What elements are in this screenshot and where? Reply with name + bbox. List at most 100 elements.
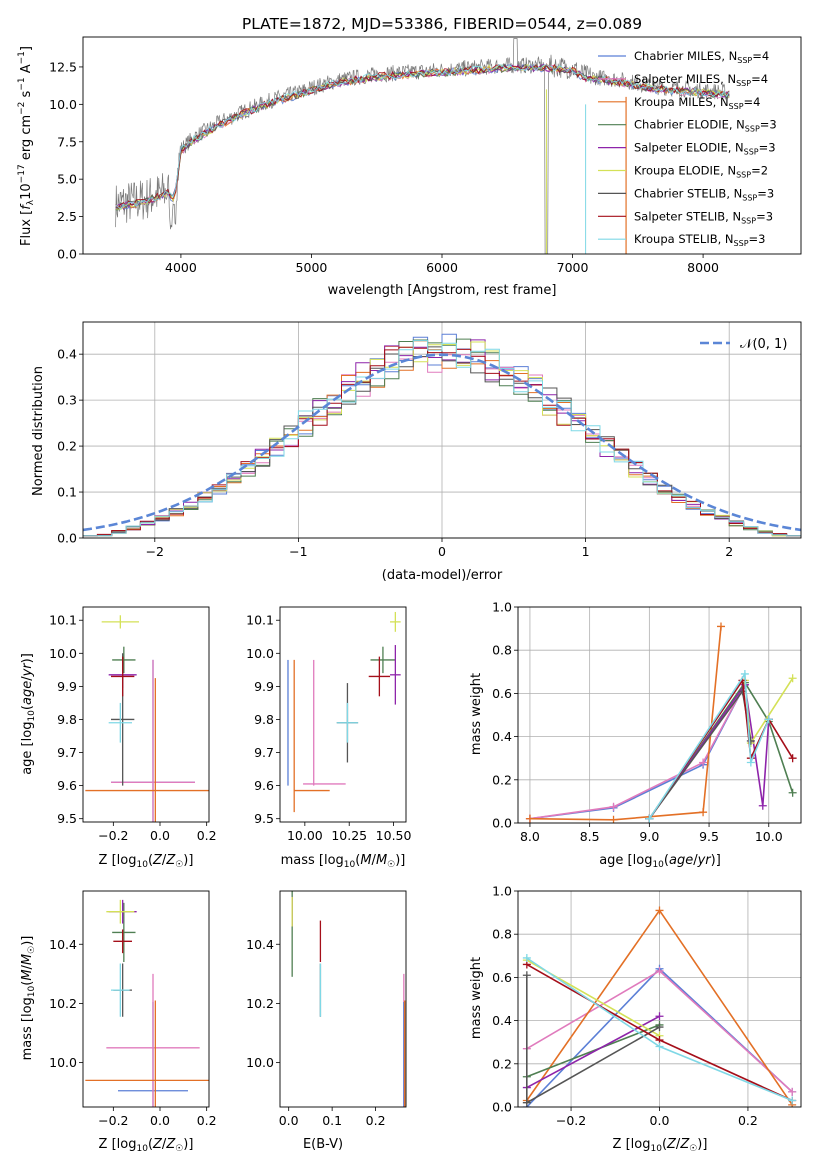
y-tick-label: 0.0 [57, 531, 77, 546]
plus-marker [522, 1098, 531, 1107]
plus-marker [645, 814, 654, 823]
x-tick-label: 0.0 [279, 1113, 299, 1128]
legend-label: Salpeter STELIB, NSSP=3 [634, 209, 773, 225]
y-tick-label: 1.0 [492, 600, 512, 615]
y-tick-label: 2.5 [57, 209, 77, 224]
ageZ-xlabel: Z [log10(Z/Z☉)] [99, 853, 194, 870]
panel-age-vs-mass: 10.00 10.25 10.50 9.5 9.6 9.7 9.8 9.9 10.0 10.1 [246, 606, 412, 843]
age-ylabel: age [log10(age/yr)] [20, 653, 37, 775]
residuals-xlabel: (data-model)/error [382, 568, 503, 583]
plus-marker [609, 802, 618, 811]
y-tick-label: 10.4 [246, 937, 274, 952]
spectrum-plot: 4000 5000 6000 7000 8000 0.0 2.5 5.0 7.5 10.0 12.5… [49, 36, 802, 275]
mwAge-xlabel: age [log10(age/yr)] [599, 853, 721, 870]
legend-label: Kroupa ELODIE, NSSP=2 [634, 164, 768, 180]
x-tick-label: 7000 [557, 260, 589, 275]
y-tick-label: 0.4 [492, 729, 512, 744]
panel-mass-vs-Z: −0.2 0.0 0.2 10.0 10.2 10.4 [49, 890, 217, 1128]
plot-area [291, 891, 406, 1107]
x-tick-label: 2 [725, 544, 733, 559]
plus-marker [788, 754, 797, 763]
y-tick-label: 9.5 [57, 811, 77, 826]
plus-marker [655, 906, 664, 915]
x-tick-label: 0.2 [197, 1113, 217, 1128]
x-tick-label: 8.0 [520, 829, 540, 844]
plus-marker [522, 953, 531, 962]
panel-residuals: −2 −1 0 1 2 0.0 0.1 0.2 0.3 0.4 𝒩(0, 1) (data-mode… [31, 321, 802, 583]
y-tick-label: 0.3 [57, 393, 77, 408]
y-tick-label: 0.2 [57, 439, 77, 454]
y-tick-label: 0.8 [492, 927, 512, 942]
plot-area [287, 611, 401, 813]
legend-label: Kroupa MILES, NSSP=4 [634, 95, 760, 111]
y-tick-label: 9.9 [57, 679, 77, 694]
plus-marker [655, 966, 664, 975]
y-tick-label: 9.6 [57, 778, 77, 793]
plus-marker [655, 1012, 664, 1021]
ageM-xlabel: mass [log10(M/M☉)] [281, 853, 406, 870]
plus-marker [758, 801, 767, 810]
x-tick-label: 8000 [687, 260, 719, 275]
mwAge-ylabel: mass weight [469, 673, 484, 755]
y-tick-label: 0.1 [57, 485, 77, 500]
y-tick-label: 10.0 [49, 1055, 77, 1070]
plus-marker [699, 758, 708, 767]
axes-frame [82, 321, 802, 539]
panel-massweight-vs-Z: −0.2 0.0 0.2 0.0 0.2 0.4 0.6 0.8 1.0 [492, 884, 802, 1128]
plus-marker [788, 788, 797, 797]
axes-frame [82, 36, 802, 255]
residuals-plot: −2 −1 0 1 2 0.0 0.1 0.2 0.3 0.4 𝒩(0, 1) [57, 321, 802, 559]
series-line [529, 684, 746, 820]
plus-marker [655, 1023, 664, 1032]
legend-label: Salpeter MILES, NSSP=4 [634, 72, 768, 88]
plot-area [115, 38, 730, 254]
figure-title: PLATE=1872, MJD=53386, FIBERID=0544, z=0… [242, 15, 642, 33]
y-tick-label: 0.2 [492, 1056, 512, 1071]
plot-area [85, 615, 209, 822]
x-tick-label: 10.25 [331, 828, 367, 843]
y-tick-label: 0.4 [57, 347, 77, 362]
residual-histogram [83, 346, 801, 537]
x-tick-label: 0.2 [197, 828, 217, 843]
plus-marker [746, 758, 755, 767]
axes-frame [82, 890, 210, 1108]
panel-spectrum: 4000 5000 6000 7000 8000 0.0 2.5 5.0 7.5 10.0 12.5… [17, 36, 802, 298]
x-tick-label: 8.5 [580, 829, 600, 844]
legend-label: Kroupa STELIB, NSSP=3 [634, 232, 765, 248]
x-tick-label: 0 [438, 544, 446, 559]
residuals-ylabel: Normed distribution [31, 366, 46, 496]
mwZ-xlabel: Z [log10(Z/Z☉)] [613, 1137, 708, 1154]
legend-label: Chabrier STELIB, NSSP=3 [634, 186, 774, 202]
axes-frame [82, 606, 210, 823]
plus-marker [788, 674, 797, 683]
legend-label: Salpeter ELODIE, NSSP=3 [634, 141, 776, 157]
series-line [648, 671, 770, 820]
plot-area [522, 906, 797, 1107]
y-tick-label: 1.0 [492, 884, 512, 899]
x-tick-label: 10.50 [376, 828, 412, 843]
axes-frame [517, 606, 802, 824]
spectrum-ylabel: Flux [fλ10−17 erg cm−2 s−1 A−1] [17, 46, 36, 246]
plot-area [85, 899, 209, 1107]
y-tick-label: 0.0 [492, 1100, 512, 1115]
y-tick-label: 10.0 [246, 646, 274, 661]
plus-marker [699, 808, 708, 817]
x-tick-label: 4000 [165, 260, 197, 275]
y-tick-label: 0.6 [492, 686, 512, 701]
gaussian-curve [83, 353, 801, 532]
x-tick-label: 0.2 [738, 1113, 758, 1128]
legend-gaussian-label: 𝒩(0, 1) [740, 337, 787, 352]
x-tick-label: 1 [582, 544, 590, 559]
panel-massweight-vs-age: 8.0 8.5 9.0 9.5 10.0 0.0 0.2 0.4 0.6 0.8 1.0 [492, 600, 802, 844]
y-tick-label: 12.5 [49, 59, 77, 74]
residual-histogram [83, 340, 801, 537]
x-tick-label: 9.5 [699, 829, 719, 844]
x-tick-label: 0.0 [150, 1113, 170, 1128]
series-line [648, 678, 794, 820]
plus-marker [522, 971, 531, 980]
panel-mass-vs-ebv: 0.0 0.1 0.2 10.0 10.2 10.4 [246, 890, 407, 1128]
mass-ylabel: mass [log10(M/M☉)] [20, 936, 37, 1061]
plus-marker [764, 715, 773, 724]
plot-area [525, 622, 797, 823]
